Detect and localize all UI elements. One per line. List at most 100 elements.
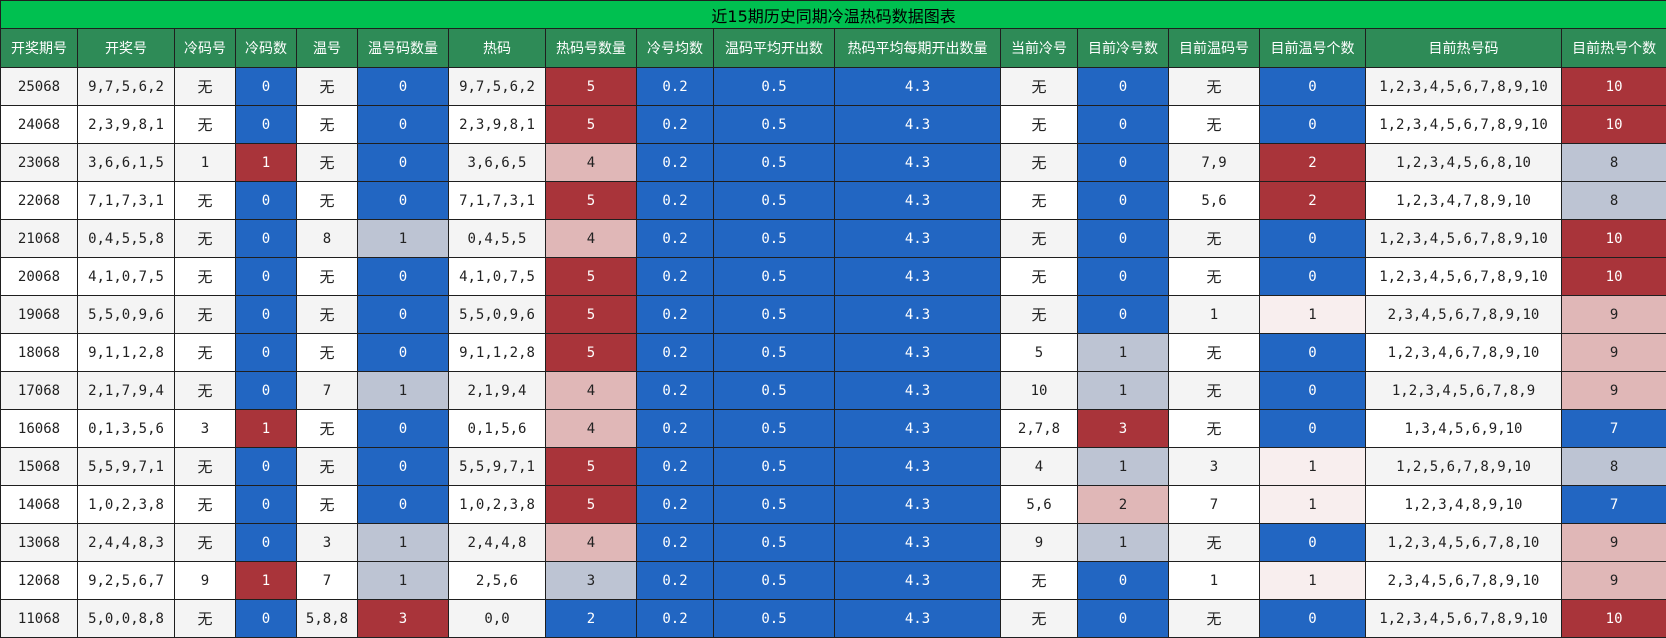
table-cell: 2 — [1260, 182, 1366, 220]
table-cell: 0.2 — [637, 68, 714, 106]
table-cell: 0.2 — [637, 562, 714, 600]
table-cell: 5 — [546, 448, 637, 486]
table-cell: 2,3,4,5,6,7,8,9,10 — [1366, 296, 1562, 334]
table-cell: 1,2,5,6,7,8,9,10 — [1366, 448, 1562, 486]
table-cell: 13068 — [1, 524, 78, 562]
table-cell: 9 — [1562, 524, 1666, 562]
table-cell: 无 — [297, 182, 358, 220]
table-cell: 1 — [236, 144, 297, 182]
table-cell: 3 — [1078, 410, 1169, 448]
table-cell: 0.5 — [714, 220, 835, 258]
table-cell: 1 — [236, 562, 297, 600]
table-cell: 0 — [1078, 144, 1169, 182]
table-cell: 0.5 — [714, 68, 835, 106]
table-cell: 0.2 — [637, 600, 714, 638]
table-cell: 7 — [1562, 410, 1666, 448]
table-cell: 3 — [1169, 448, 1260, 486]
table-cell: 无 — [1169, 372, 1260, 410]
table-cell: 0 — [358, 68, 449, 106]
table-cell: 0 — [358, 410, 449, 448]
table-cell: 7 — [297, 372, 358, 410]
table-cell: 0.5 — [714, 144, 835, 182]
table-cell: 5 — [546, 334, 637, 372]
table-cell: 9,7,5,6,2 — [78, 68, 175, 106]
table-cell: 8 — [1562, 182, 1666, 220]
column-header: 热码号数量 — [546, 29, 637, 68]
table-cell: 5 — [546, 106, 637, 144]
table-cell: 9 — [1562, 334, 1666, 372]
table-cell: 11068 — [1, 600, 78, 638]
table-cell: 4.3 — [835, 220, 1001, 258]
table-cell: 1 — [1260, 486, 1366, 524]
table-cell: 4.3 — [835, 562, 1001, 600]
table-cell: 7,1,7,3,1 — [78, 182, 175, 220]
table-cell: 0 — [236, 106, 297, 144]
table-cell: 2,5,6 — [449, 562, 546, 600]
table-cell: 无 — [175, 296, 236, 334]
table-cell: 1 — [358, 524, 449, 562]
table-cell: 5,0,0,8,8 — [78, 600, 175, 638]
table-cell: 无 — [297, 144, 358, 182]
table-cell: 1,2,3,4,7,8,9,10 — [1366, 182, 1562, 220]
table-cell: 1,2,3,4,5,6,8,10 — [1366, 144, 1562, 182]
table-cell: 0 — [358, 486, 449, 524]
table-cell: 无 — [297, 296, 358, 334]
table-cell: 1 — [1260, 448, 1366, 486]
column-header: 热码 — [449, 29, 546, 68]
table-cell: 1,2,3,4,5,6,7,8,9 — [1366, 372, 1562, 410]
table-cell: 0.5 — [714, 562, 835, 600]
table-cell: 无 — [1169, 334, 1260, 372]
table-cell: 无 — [1001, 106, 1078, 144]
table-cell: 5,5,9,7,1 — [78, 448, 175, 486]
column-header: 冷码号 — [175, 29, 236, 68]
table-cell: 0 — [1078, 182, 1169, 220]
table-cell: 1,0,2,3,8 — [449, 486, 546, 524]
table-cell: 0.2 — [637, 524, 714, 562]
table-cell: 10 — [1562, 68, 1666, 106]
table-cell: 无 — [1001, 220, 1078, 258]
table-cell: 4.3 — [835, 334, 1001, 372]
table-cell: 0 — [358, 258, 449, 296]
table-cell: 0 — [1078, 68, 1169, 106]
table-cell: 无 — [297, 410, 358, 448]
table-cell: 4.3 — [835, 182, 1001, 220]
table-cell: 0 — [1260, 68, 1366, 106]
table-cell: 0.5 — [714, 410, 835, 448]
table-cell: 2,4,4,8 — [449, 524, 546, 562]
table-cell: 5 — [546, 68, 637, 106]
table-cell: 5,8,8 — [297, 600, 358, 638]
table-cell: 1 — [1169, 562, 1260, 600]
table-cell: 3 — [297, 524, 358, 562]
table-cell: 无 — [1001, 562, 1078, 600]
table-cell: 2,3,9,8,1 — [449, 106, 546, 144]
table-cell: 1 — [175, 144, 236, 182]
table-cell: 无 — [175, 600, 236, 638]
table-cell: 无 — [297, 258, 358, 296]
table-cell: 无 — [297, 486, 358, 524]
table-cell: 0,4,5,5,8 — [78, 220, 175, 258]
table-cell: 5,5,0,9,6 — [78, 296, 175, 334]
table-cell: 14068 — [1, 486, 78, 524]
table-cell: 1 — [1260, 296, 1366, 334]
table-cell: 4 — [546, 524, 637, 562]
table-cell: 22068 — [1, 182, 78, 220]
table-cell: 0,1,5,6 — [449, 410, 546, 448]
table-cell: 0.2 — [637, 144, 714, 182]
table-cell: 0 — [236, 448, 297, 486]
table-cell: 0,0 — [449, 600, 546, 638]
header-row: 开奖期号 开奖号 冷码号 冷码数 温号 温号码数量 热码 热码号数量 冷号均数 … — [1, 29, 1666, 68]
table-cell: 0 — [1260, 220, 1366, 258]
table-cell: 4.3 — [835, 106, 1001, 144]
table-cell: 0 — [358, 448, 449, 486]
table-cell: 9 — [1001, 524, 1078, 562]
table-cell: 1,2,3,4,6,7,8,9,10 — [1366, 334, 1562, 372]
table-cell: 0 — [1078, 600, 1169, 638]
table-cell: 4.3 — [835, 144, 1001, 182]
